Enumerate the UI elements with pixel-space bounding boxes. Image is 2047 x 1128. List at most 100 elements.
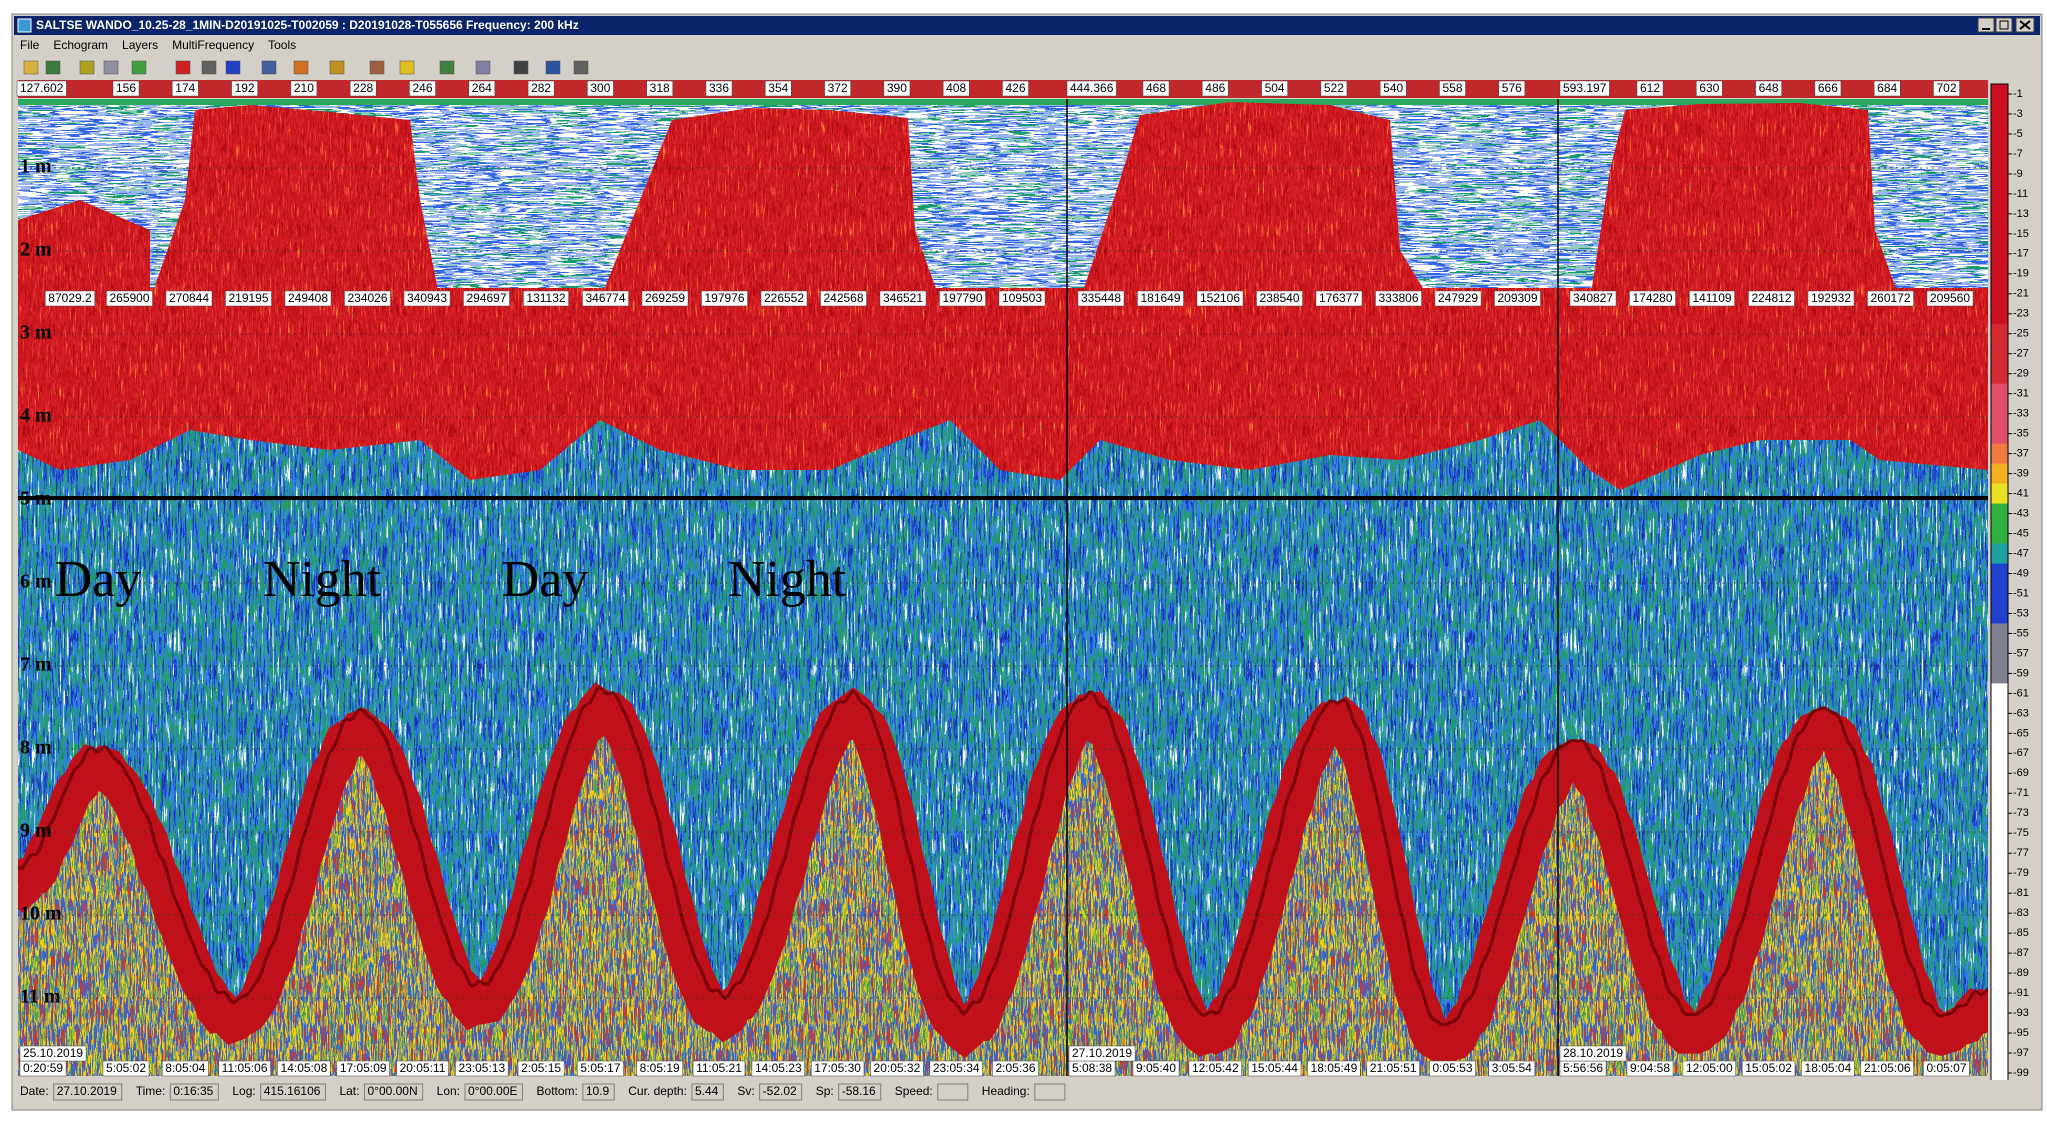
time-label: 3:05:54 [1492,1061,1532,1075]
window-buttons [1977,17,2035,33]
region-value: 197790 [942,291,982,305]
toolbar-button[interactable] [513,60,529,75]
toolbar-button[interactable] [23,60,39,75]
color-swatch [1991,363,2008,385]
menu-item[interactable]: MultiFrequency [172,38,254,52]
depth-label: 2 m [20,239,52,261]
ruler-label: 282 [531,81,551,95]
toolbar-button[interactable] [329,60,345,75]
toolbar-button[interactable] [103,60,119,75]
status-value: 0°00.00N [367,1084,417,1098]
color-swatch [1991,423,2008,445]
scale-label: -75 [2013,827,2029,839]
scale-label: -61 [2013,687,2029,699]
time-label-box [1188,1060,1242,1077]
toolbar-button[interactable] [79,60,95,75]
ruler-label-box [231,80,258,97]
toolbar-button[interactable] [475,60,491,75]
time-label-box [751,1060,805,1077]
time-label: 11:05:21 [696,1061,742,1075]
menu-item[interactable]: File [20,38,40,52]
region-value: 340943 [407,291,447,305]
scale-label: -19 [2013,268,2029,280]
ruler-label: 246 [412,81,432,95]
toolbar-button[interactable] [261,60,277,75]
ruler-label-box [1755,80,1782,97]
toolbar-button[interactable] [573,60,589,75]
time-label-box [1923,1060,1970,1077]
status-label: Date: [20,1084,49,1098]
region-value-box [1256,290,1303,307]
region-value-box [1077,290,1125,307]
region-value-box [641,290,689,307]
time-label: 18:05:04 [1805,1061,1852,1075]
toolbar-button[interactable] [399,60,415,75]
time-label: 0:05:53 [1432,1061,1472,1075]
menu-item[interactable]: Layers [122,38,158,52]
ruler-label: 228 [353,81,373,95]
ruler-label: 127.602 [20,81,64,95]
toolbar-button[interactable] [545,60,561,75]
region-value-box [1196,290,1244,307]
color-swatch [1991,923,2008,944]
region-value: 234026 [347,291,387,305]
maximize-button[interactable] [1995,17,2013,33]
ruler-label-box [1261,80,1288,97]
status-label: Lat: [339,1084,359,1098]
toolbar-button[interactable] [225,60,241,75]
status-value: 5.44 [695,1084,719,1098]
scale-label: -89 [2013,967,2029,979]
region-value: 333806 [1378,291,1418,305]
toolbar-button[interactable] [131,60,147,75]
ruler-label: 593.197 [1563,81,1607,95]
scale-label: -13 [2013,208,2029,220]
toolbar-button[interactable] [201,60,217,75]
toolbar-button[interactable] [293,60,309,75]
scale-label: -93 [2013,1007,2029,1019]
color-swatch [1991,683,2008,704]
time-label: 2:05:36 [995,1061,1035,1075]
surface-line [18,99,1988,105]
depth-label: 5 m [20,488,52,510]
ruler-label: 684 [1877,81,1897,95]
ruler-label-box [824,80,851,97]
time-label: 5:05:02 [106,1061,146,1075]
status-bar [14,1080,2040,1104]
region-value: 141109 [1692,291,1731,305]
region-value: 131132 [526,291,565,305]
region-value-box [1748,290,1795,307]
menu-item[interactable]: Echogram [53,38,108,52]
color-swatch [1991,983,2008,1004]
color-swatch [1991,643,2008,664]
region-value-box [45,290,95,307]
toolbar-button[interactable] [45,60,61,75]
toolbar-button[interactable] [369,60,385,75]
region-value: 226552 [764,291,804,305]
menu-item[interactable]: Tools [268,38,296,52]
color-swatch [1991,763,2008,784]
region-value-box [106,290,153,307]
color-swatch [1991,1023,2008,1044]
depth-label: 11 m [20,986,61,1008]
time-label: 14:05:08 [281,1061,328,1075]
region-value: 224812 [1751,291,1791,305]
region-value-box [1375,290,1422,307]
color-swatch [1991,143,2008,165]
ruler-label-box [765,80,792,97]
ruler-label-box [883,80,911,97]
scale-label: -23 [2013,308,2029,320]
scale-label: -1 [2013,88,2023,100]
time-label: 20:05:11 [400,1061,446,1075]
status-label: Speed: [895,1084,933,1098]
time-label-box [636,1060,683,1077]
region-value-box [165,290,213,307]
region-value-box [879,290,927,307]
scale-label: -15 [2013,228,2029,240]
toolbar-button[interactable] [439,60,455,75]
toolbar-button[interactable] [175,60,191,75]
time-label-box [517,1060,565,1077]
region-value: 174280 [1632,291,1672,305]
ruler-label-box [942,80,970,97]
depth-label: 9 m [20,820,52,842]
time-label: 21:05:51 [1370,1061,1417,1075]
